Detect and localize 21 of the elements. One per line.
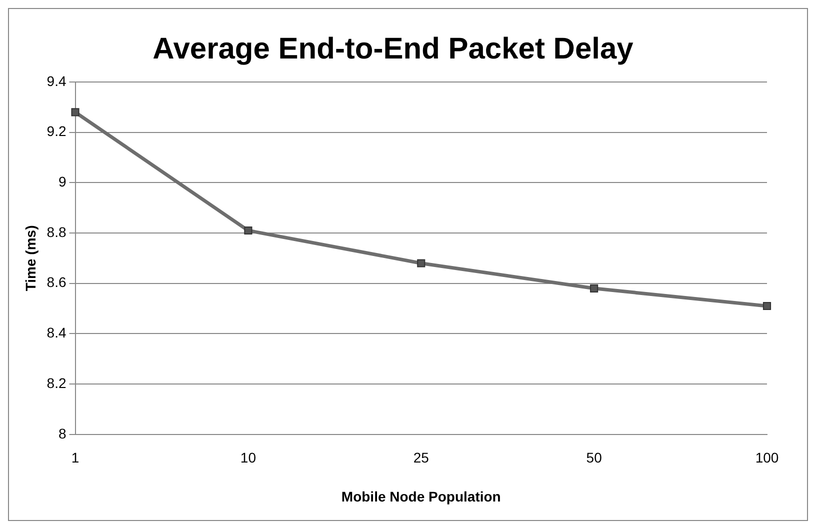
y-tick-label: 9 [58,174,66,190]
y-tick-label: 9.2 [46,123,66,140]
x-tick-label: 50 [586,450,602,466]
y-tick-label: 8.4 [46,324,66,341]
x-tick-label: 10 [240,450,256,466]
point [244,226,252,235]
point [762,302,772,310]
x-tick-label: 1 [71,450,80,466]
point [71,108,80,116]
y-tick-label: 8.6 [46,274,66,290]
y-axis-title: Time (ms) [22,225,38,292]
y-tick-label: 8.2 [46,374,66,391]
point [590,284,598,292]
x-tick-label: 100 [755,450,779,466]
point [417,259,426,268]
y-tick-label: 9.4 [46,72,66,89]
y-tick-label: 8.8 [46,224,66,240]
chart-title: Average End-to-End Packet Delay [152,32,634,66]
x-axis-title: Mobile Node Population [341,488,501,504]
y-tick-label: 8 [58,425,66,442]
x-tick-label: 25 [413,450,430,466]
